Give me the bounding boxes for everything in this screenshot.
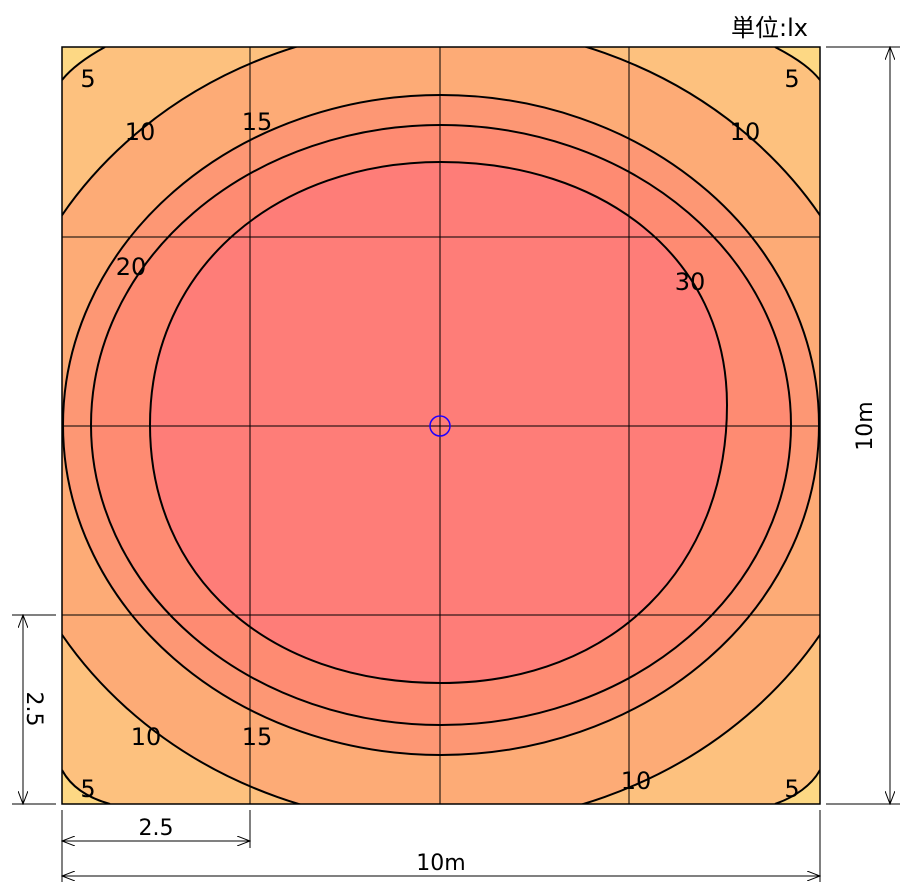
contour-labels: 5 5 5 5 10 10 10 10 15 15 20 30	[80, 65, 799, 803]
contour-label: 10	[131, 723, 162, 751]
contour-label: 15	[242, 723, 273, 751]
contour-line-5-bottom	[62, 769, 820, 804]
contour-label: 30	[675, 268, 706, 296]
contour-line-15	[62, 94, 820, 756]
unit-label: 単位:lx	[731, 14, 808, 42]
contour-line-5-top	[62, 47, 820, 81]
contour-label: 5	[784, 65, 799, 93]
contour-label: 15	[242, 108, 273, 136]
dim-label-width: 10m	[416, 851, 465, 876]
zone-above-30	[150, 162, 727, 683]
contour-line-30	[148, 160, 729, 685]
contour-label: 10	[125, 118, 156, 146]
contour-label: 5	[80, 65, 95, 93]
contour-line-20	[90, 124, 792, 726]
contour-label: 5	[80, 775, 95, 803]
contour-label: 10	[730, 118, 761, 146]
dim-label-x-step: 2.5	[139, 816, 174, 841]
room-outline	[61, 46, 821, 805]
contour-label: 20	[116, 253, 147, 281]
contour-label: 10	[621, 767, 652, 795]
dim-label-height: 10m	[853, 401, 878, 450]
dim-label-y-step: 2.5	[21, 692, 46, 727]
contour-label: 5	[784, 775, 799, 803]
contour-lines	[62, 47, 820, 804]
grid-lines	[62, 47, 820, 804]
dimension-lines	[12, 47, 900, 882]
circle-marker-icon	[429, 415, 451, 437]
